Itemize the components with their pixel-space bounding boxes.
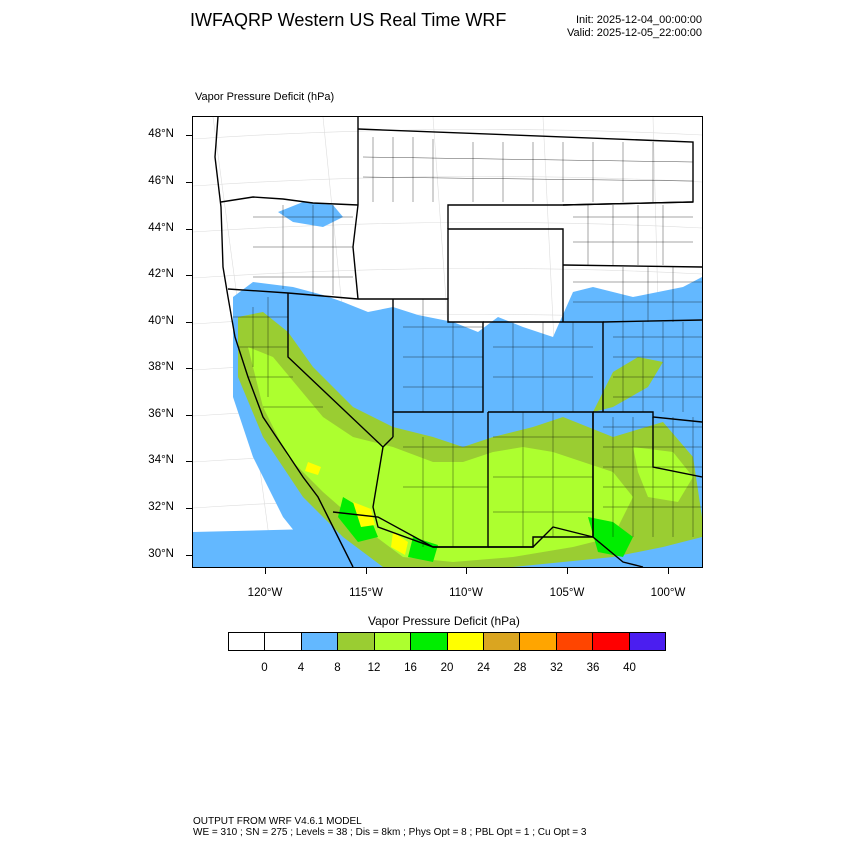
model-version: OUTPUT FROM WRF V4.6.1 MODEL (193, 816, 362, 827)
lat-label: 46°N (148, 175, 174, 187)
colorbar-box (338, 633, 375, 650)
colorbar-box (411, 633, 448, 650)
colorbar-label: 0 (261, 662, 268, 674)
colorbar-box (483, 633, 521, 650)
model-info: OUTPUT FROM WRF V4.6.1 MODEL WE = 310 ; … (193, 816, 586, 838)
map-subtitle: Vapor Pressure Deficit (hPa) (195, 91, 335, 103)
colorbar (228, 632, 666, 651)
colorbar-box (229, 633, 266, 650)
model-config: WE = 310 ; SN = 275 ; Levels = 38 ; Dis … (193, 827, 587, 838)
page-title: IWFAQRP Western US Real Time WRF (190, 10, 507, 30)
lon-tick (466, 568, 467, 574)
colorbar-box (265, 633, 302, 650)
lat-tick (186, 461, 192, 462)
colorbar-label: 16 (404, 662, 417, 674)
colorbar-label: 32 (550, 662, 563, 674)
colorbar-box (301, 633, 339, 650)
colorbar-box (520, 633, 557, 650)
colorbar-label: 12 (367, 662, 381, 674)
lat-label: 48°N (148, 128, 174, 140)
lon-label: 100°W (650, 587, 686, 599)
colorbar-title: Vapor Pressure Deficit (hPa) (368, 614, 520, 628)
lat-label: 40°N (148, 315, 174, 327)
lon-label: 105°W (549, 587, 585, 599)
lat-label: 42°N (148, 268, 174, 280)
valid-time: Valid: 2025-12-05_22:00:00 (567, 27, 702, 39)
colorbar-label: 20 (440, 662, 454, 674)
colorbar-box (629, 633, 666, 650)
init-time: Init: 2025-12-04_00:00:00 (576, 14, 702, 26)
lat-tick (186, 368, 192, 369)
colorbar-label: 8 (334, 662, 341, 674)
lat-label: 30°N (148, 548, 174, 560)
lon-tick (366, 568, 367, 574)
colorbar-box (593, 633, 630, 650)
colorbar-box (447, 633, 484, 650)
lat-tick (186, 229, 192, 230)
colorbar-label: 40 (623, 662, 636, 674)
vpd-map (192, 116, 703, 568)
colorbar-label: 4 (297, 662, 305, 674)
lon-tick (265, 568, 266, 574)
lat-tick (186, 275, 192, 276)
colorbar-box (556, 633, 594, 650)
lon-label: 110°W (449, 587, 483, 599)
lat-tick (186, 555, 192, 556)
lat-tick (186, 415, 192, 416)
lat-label: 34°N (148, 454, 174, 466)
lat-label: 36°N (148, 408, 174, 420)
lat-tick (186, 135, 192, 136)
lon-tick (668, 568, 669, 574)
colorbar-label: 36 (586, 662, 600, 674)
lon-tick (567, 568, 568, 574)
lat-tick (186, 182, 192, 183)
lat-label: 44°N (148, 222, 174, 234)
lat-label: 38°N (148, 361, 174, 373)
lat-tick (186, 322, 192, 323)
colorbar-label: 28 (513, 662, 527, 674)
lat-tick (186, 508, 192, 509)
colorbar-box (374, 633, 412, 650)
vpd-field (193, 202, 702, 567)
forecast-times: Init: 2025-12-04_00:00:00 Valid: 2025-12… (567, 14, 702, 40)
lon-label: 120°W (247, 587, 283, 599)
colorbar-label: 24 (477, 662, 490, 674)
lon-label: 115°W (349, 587, 383, 599)
lat-label: 32°N (148, 501, 174, 513)
county-boundaries (233, 137, 702, 547)
map-canvas (193, 117, 702, 567)
